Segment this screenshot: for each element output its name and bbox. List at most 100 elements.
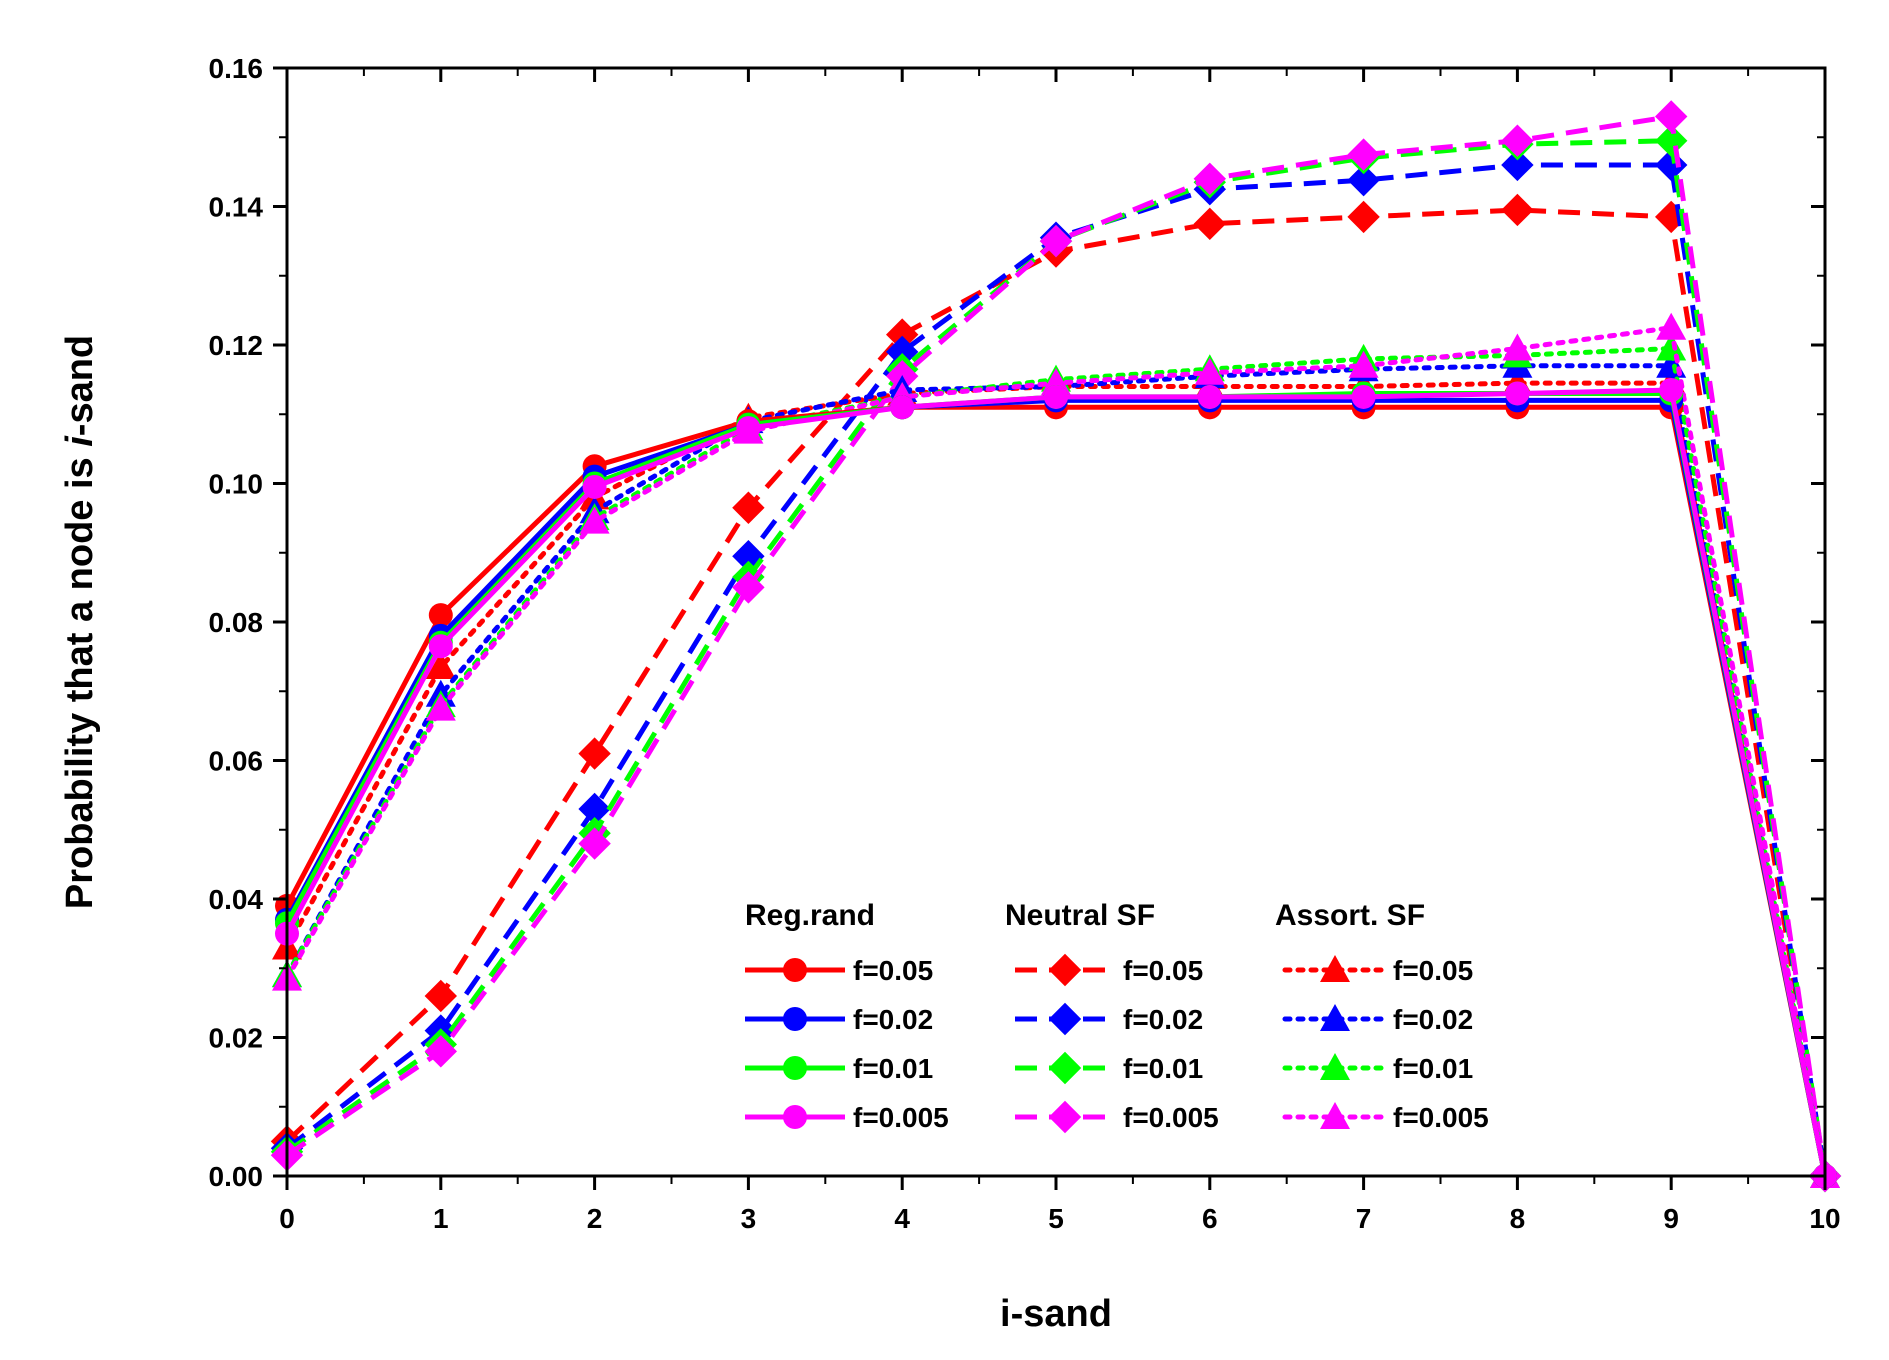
series-line xyxy=(284,380,1828,1179)
legend-item: f=0.05 xyxy=(1015,953,1203,987)
legend-marker xyxy=(783,1105,807,1129)
data-point xyxy=(1193,207,1226,241)
legend-marker xyxy=(1320,1004,1350,1031)
x-tick-label: 2 xyxy=(587,1203,603,1234)
x-axis-title: i-sand xyxy=(1000,1293,1112,1335)
legend-label: f=0.005 xyxy=(1123,1102,1219,1133)
legend-item: f=0.02 xyxy=(1015,1002,1203,1036)
y-tick-label: 0.16 xyxy=(209,53,264,84)
data-point xyxy=(1193,162,1226,195)
legend-item: f=0.02 xyxy=(745,1004,933,1035)
data-point xyxy=(425,693,456,721)
y-tick-label: 0.04 xyxy=(209,884,264,915)
legend-label: f=0.01 xyxy=(1393,1053,1473,1084)
x-tick-label: 8 xyxy=(1510,1203,1526,1234)
data-point xyxy=(1656,312,1687,340)
data-point xyxy=(1348,350,1379,378)
legend-label: f=0.02 xyxy=(853,1004,933,1035)
legend: Reg.rand f=0.05 f=0.02 f=0.01 f=0.005 Neutral… xyxy=(745,899,1489,1134)
x-tick-label: 4 xyxy=(894,1203,910,1234)
series-line xyxy=(284,325,1828,1179)
data-point xyxy=(1659,378,1684,403)
data-point xyxy=(424,1035,457,1068)
data-point xyxy=(1655,200,1688,234)
y-tick-label: 0.10 xyxy=(209,469,264,500)
series-assort-sf-f-0-005 xyxy=(272,312,1840,1188)
legend-marker xyxy=(1048,1002,1082,1036)
data-point xyxy=(578,827,611,860)
legend-group-title: Neutral SF xyxy=(1005,899,1155,932)
legend-marker xyxy=(1048,953,1082,987)
y-tick-label: 0.00 xyxy=(209,1161,264,1192)
data-point xyxy=(732,491,765,524)
data-point xyxy=(886,318,919,351)
legend-marker xyxy=(1320,1102,1350,1129)
series-layer xyxy=(270,100,1842,1193)
y-axis-title-suffix: -sand xyxy=(59,335,101,436)
legend-item: f=0.005 xyxy=(1282,1102,1489,1133)
y-tick-label: 0.08 xyxy=(209,607,264,638)
legend-marker xyxy=(1048,1100,1082,1134)
legend-label: f=0.02 xyxy=(1123,1004,1203,1035)
legend-label: f=0.005 xyxy=(1393,1102,1489,1133)
series-assort-sf-f-0-01 xyxy=(272,333,1840,1188)
data-point xyxy=(1197,384,1222,409)
legend-marker xyxy=(783,958,807,982)
legend-marker xyxy=(1320,955,1350,982)
legend-marker xyxy=(783,1056,807,1080)
y-axis-title-prefix: Probability that a node is xyxy=(59,447,101,909)
data-point xyxy=(732,571,765,604)
legend-label: f=0.05 xyxy=(1123,955,1203,986)
y-tick-label: 0.14 xyxy=(209,192,264,223)
series-line xyxy=(284,387,1828,1177)
series-neutral-sf-f-0-01 xyxy=(270,124,1842,1193)
x-tick-label: 6 xyxy=(1202,1203,1218,1234)
data-point xyxy=(424,979,457,1013)
data-point xyxy=(582,474,607,499)
data-point xyxy=(1502,333,1533,361)
legend-item: f=0.05 xyxy=(1282,955,1473,986)
data-point xyxy=(886,335,919,369)
data-point xyxy=(1347,200,1380,234)
legend-item: f=0.05 xyxy=(745,955,933,986)
data-point xyxy=(1194,357,1225,385)
series-line xyxy=(284,346,1828,1179)
data-point xyxy=(1347,138,1380,171)
x-tick-label: 10 xyxy=(1809,1203,1840,1234)
series-line xyxy=(284,397,1828,1177)
y-tick-label: 0.02 xyxy=(209,1023,264,1054)
data-point xyxy=(1655,100,1688,133)
legend-marker xyxy=(783,1007,807,1031)
data-point xyxy=(578,792,611,826)
data-point xyxy=(579,506,610,534)
legend-item: f=0.02 xyxy=(1282,1004,1473,1035)
legend-label: f=0.01 xyxy=(1123,1053,1203,1084)
series-neutral-sf-f-0-02 xyxy=(270,148,1842,1193)
x-tick-label: 3 xyxy=(741,1203,757,1234)
data-point xyxy=(1351,384,1376,409)
data-point xyxy=(736,416,761,441)
y-axis-title: Probability that a node is i-sand xyxy=(59,335,101,909)
legend-item: f=0.005 xyxy=(745,1102,949,1133)
x-tick-label: 1 xyxy=(433,1203,449,1234)
series-line xyxy=(285,207,1828,1177)
data-point xyxy=(1656,333,1687,361)
x-tick-label: 7 xyxy=(1356,1203,1372,1234)
y-tick-label: 0.12 xyxy=(209,330,264,361)
data-point xyxy=(428,634,453,659)
x-tick-label: 9 xyxy=(1663,1203,1679,1234)
data-point xyxy=(1044,384,1068,409)
series-reg-rand-f-0-005 xyxy=(275,378,1837,1188)
legend-marker xyxy=(1320,1053,1350,1080)
x-tick-label: 0 xyxy=(279,1203,295,1234)
legend-marker xyxy=(1048,1051,1082,1085)
series-line xyxy=(284,363,1828,1179)
y-tick-label: 0.06 xyxy=(209,746,264,777)
data-point xyxy=(1347,163,1380,197)
axes-layer: 0 1 2 3 4 5 6 7 8 9 10 0.00 0.02 0.04 0.06 0.08 0.10 0.12… xyxy=(209,53,1841,1234)
data-point xyxy=(1501,193,1534,227)
legend-label: f=0.005 xyxy=(853,1102,949,1133)
legend-item: f=0.005 xyxy=(1015,1100,1219,1134)
data-point xyxy=(428,603,453,628)
